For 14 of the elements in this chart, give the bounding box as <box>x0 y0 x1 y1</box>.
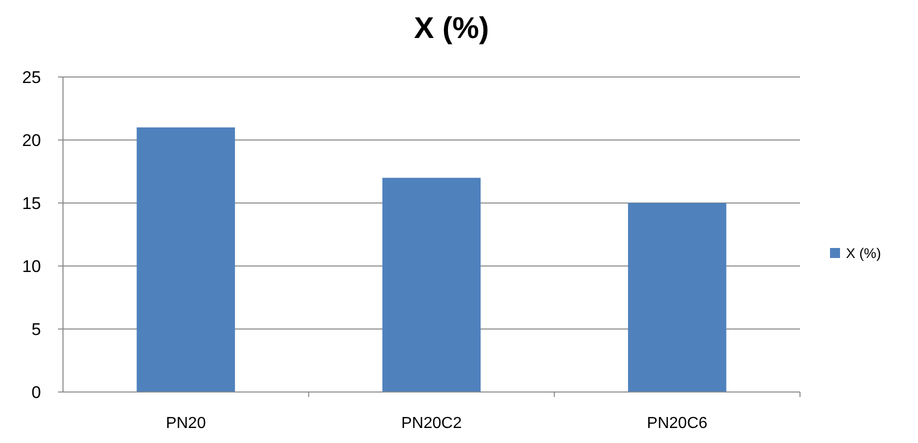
x-tick-label: PN20C2 <box>401 415 462 432</box>
chart-title: X (%) <box>414 12 489 45</box>
y-tick-label: 5 <box>32 320 41 339</box>
legend-label: X (%) <box>846 245 881 261</box>
y-tick-label: 20 <box>22 131 41 150</box>
y-tick-label: 10 <box>22 257 41 276</box>
x-tick-label: PN20C6 <box>646 415 708 432</box>
bar <box>382 178 481 392</box>
bar <box>628 203 726 392</box>
y-tick-label: 0 <box>32 383 41 402</box>
bar <box>136 127 235 392</box>
x-tick-label: PN20 <box>166 415 206 432</box>
y-tick-label: 15 <box>22 194 41 213</box>
y-tick-label: 25 <box>22 68 41 87</box>
